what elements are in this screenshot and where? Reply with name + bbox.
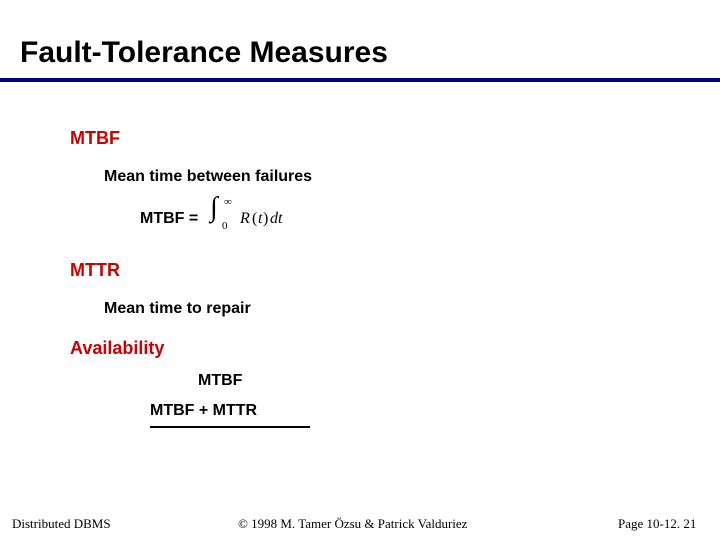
integrand-t: t <box>258 210 262 228</box>
integrand-R: R <box>240 210 250 228</box>
availability-fraction-line <box>150 426 310 428</box>
availability-header: Availability <box>70 338 164 359</box>
mtbf-formula-lhs: MTBF = <box>140 210 198 228</box>
integral-lower: 0 <box>222 220 228 232</box>
footer-right: Page 10-12. 21 <box>618 516 696 532</box>
mtbf-header: MTBF <box>70 128 120 149</box>
slide: Fault-Tolerance Measures MTBF Mean time … <box>0 0 720 540</box>
title-underline <box>0 78 720 82</box>
mttr-header: MTTR <box>70 260 120 281</box>
footer-center: © 1998 M. Tamer Özsu & Patrick Valduriez <box>238 516 467 532</box>
integrand-dt: dt <box>270 210 282 228</box>
availability-denominator: MTBF + MTTR <box>150 402 257 420</box>
integrand-paren-open: ( <box>252 210 257 228</box>
availability-numerator: MTBF <box>198 372 242 390</box>
mttr-desc: Mean time to repair <box>104 300 251 318</box>
integrand-paren-close: ) <box>263 210 268 228</box>
mtbf-desc: Mean time between failures <box>104 168 312 186</box>
integral-upper: ∞ <box>224 196 232 208</box>
slide-title: Fault-Tolerance Measures <box>20 36 388 70</box>
footer-left: Distributed DBMS <box>12 516 111 532</box>
